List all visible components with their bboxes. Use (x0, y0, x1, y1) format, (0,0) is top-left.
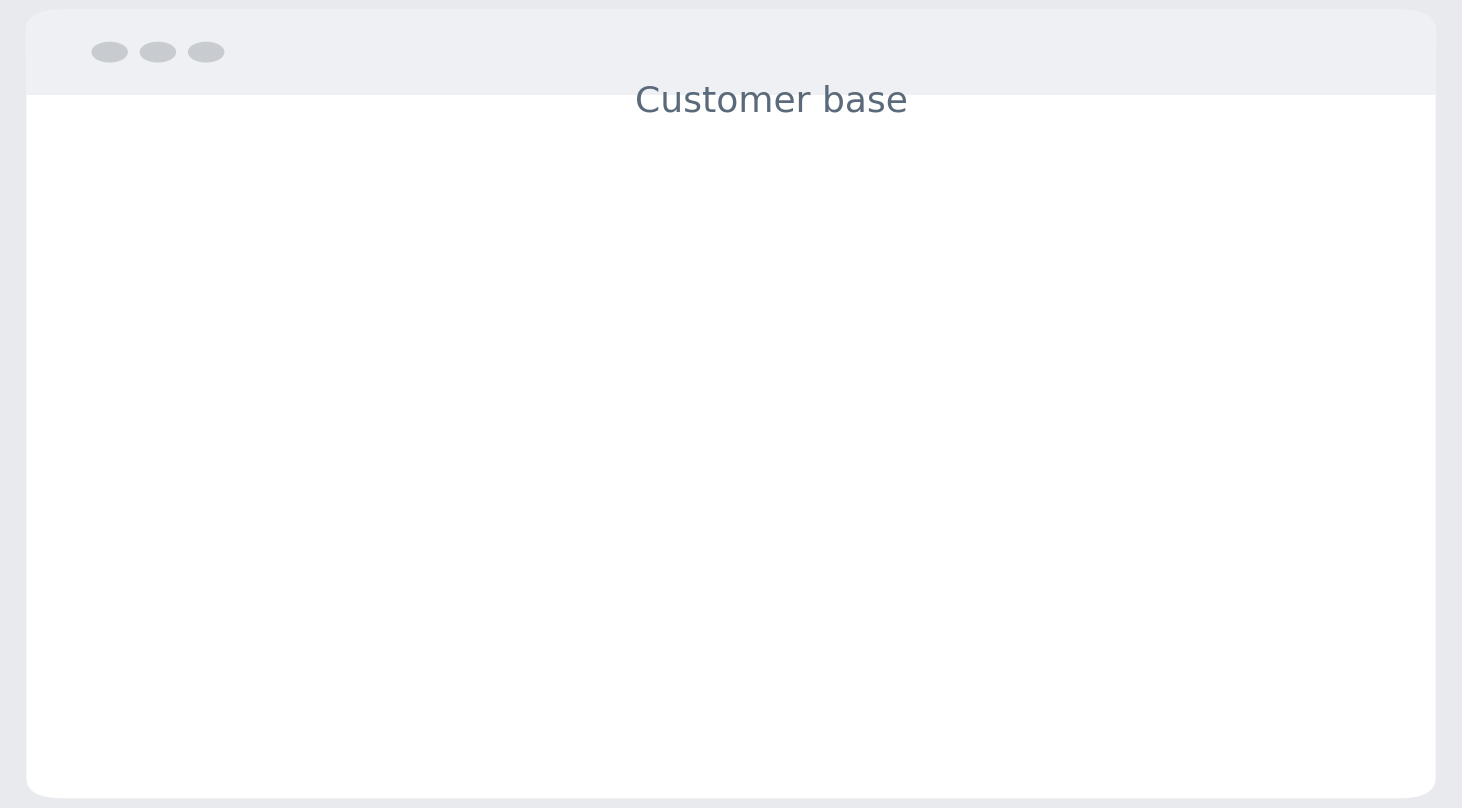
Text: 462: 462 (1066, 375, 1118, 402)
Text: 320: 320 (851, 472, 905, 500)
Text: Customer base: Customer base (635, 84, 908, 118)
Bar (398, 631, 504, 727)
Bar (1038, 411, 1145, 727)
Bar (825, 508, 931, 727)
Text: 91: 91 (219, 629, 254, 657)
Bar (183, 665, 289, 727)
Bar (611, 581, 718, 727)
Text: 640: 640 (1279, 253, 1332, 281)
Text: 141: 141 (424, 595, 477, 622)
Bar (1253, 289, 1360, 727)
Text: 214: 214 (637, 545, 690, 573)
